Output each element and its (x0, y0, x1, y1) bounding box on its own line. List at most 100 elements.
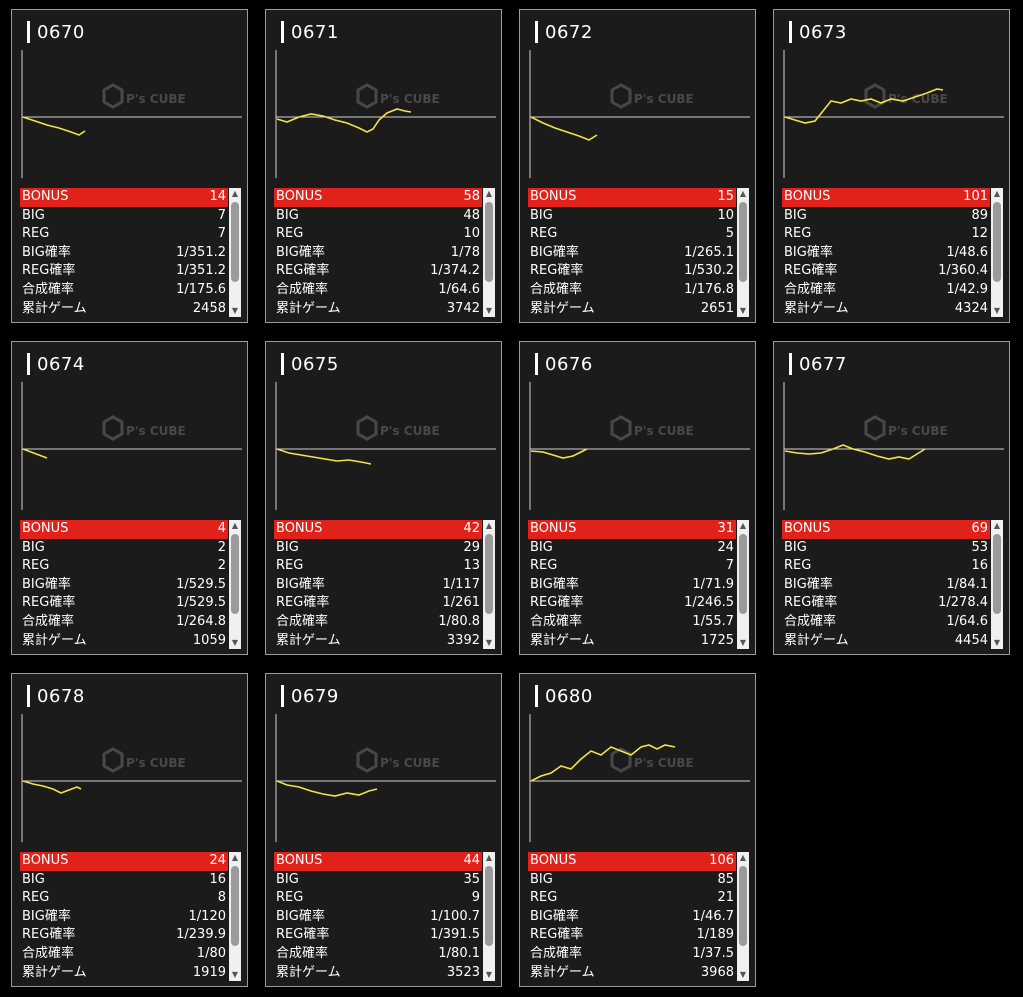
machine-card[interactable]: 0678 P's CUBE BONUS 24 BIG 16 REG 8 BIG確率 1/120 RE… (11, 673, 248, 987)
machine-card[interactable]: 0671 P's CUBE BONUS 58 BIG 48 REG 10 BIG確率 1/78 RE… (265, 9, 502, 323)
scroll-up-icon[interactable]: ▲ (231, 853, 239, 862)
stat-label: BIG (276, 207, 299, 223)
stat-label: BIG (784, 207, 807, 223)
stat-value: 4454 (954, 632, 988, 648)
machine-card[interactable]: 0673 P's CUBE BONUS 101 BIG 89 REG 12 BIG確率 1/48.… (773, 9, 1010, 323)
scroll-up-icon[interactable]: ▲ (231, 521, 239, 530)
scroll-down-icon[interactable]: ▼ (231, 638, 239, 647)
machine-card[interactable]: 0677 P's CUBE BONUS 69 BIG 53 REG 16 BIG確率 1/84.1… (773, 341, 1010, 655)
title-marker (535, 21, 538, 43)
stats-row-total-games: 累計ゲーム 4324 (782, 300, 990, 319)
stat-value: 1/351.2 (176, 244, 226, 260)
scroll-up-icon[interactable]: ▲ (993, 521, 1001, 530)
scroll-up-icon[interactable]: ▲ (485, 521, 493, 530)
stat-value: 1/265.1 (684, 244, 734, 260)
machine-number: 0680 (545, 685, 593, 707)
machine-card[interactable]: 0676 P's CUBE BONUS 31 BIG 24 REG 7 BIG確率 1/71.9 R… (519, 341, 756, 655)
stat-label: 累計ゲーム (22, 300, 87, 316)
slump-graph: P's CUBE (21, 382, 242, 510)
machine-card[interactable]: 0680 P's CUBE BONUS 106 BIG 85 REG 21 BIG確率 1/46.… (519, 673, 756, 987)
machine-card[interactable]: 0672 P's CUBE BONUS 15 BIG 10 REG 5 BIG確率 1/265.1… (519, 9, 756, 323)
machine-number: 0672 (545, 21, 593, 43)
stat-label: 合成確率 (276, 945, 329, 961)
scroll-thumb[interactable] (485, 866, 493, 946)
stat-label: BIG確率 (530, 576, 579, 592)
stats-scrollbar[interactable]: ▲ ▼ (737, 520, 749, 649)
svg-text:P's CUBE: P's CUBE (634, 756, 694, 770)
stat-label: BIG (530, 539, 553, 555)
scroll-thumb[interactable] (231, 202, 239, 282)
stats-scrollbar[interactable]: ▲ ▼ (229, 188, 241, 317)
scroll-down-icon[interactable]: ▼ (485, 970, 493, 979)
stats-row-total-games: 累計ゲーム 1725 (528, 632, 736, 651)
scroll-down-icon[interactable]: ▼ (231, 306, 239, 315)
svg-text:P's CUBE: P's CUBE (888, 424, 948, 438)
stats-scrollbar[interactable]: ▲ ▼ (991, 188, 1003, 317)
stat-label: 累計ゲーム (784, 632, 849, 648)
machine-title: 0670 (27, 20, 85, 44)
stat-label: 累計ゲーム (784, 300, 849, 316)
svg-text:P's CUBE: P's CUBE (126, 424, 186, 438)
scroll-thumb[interactable] (739, 534, 747, 614)
machine-card[interactable]: 0674 P's CUBE BONUS 4 BIG 2 REG 2 BIG確率 1/529.5 RE… (11, 341, 248, 655)
scroll-up-icon[interactable]: ▲ (739, 189, 747, 198)
scroll-up-icon[interactable]: ▲ (485, 853, 493, 862)
stats-scrollbar[interactable]: ▲ ▼ (991, 520, 1003, 649)
stat-value: 5 (725, 226, 734, 242)
scroll-thumb[interactable] (993, 534, 1001, 614)
scroll-up-icon[interactable]: ▲ (739, 521, 747, 530)
scroll-up-icon[interactable]: ▲ (485, 189, 493, 198)
scroll-up-icon[interactable]: ▲ (993, 189, 1001, 198)
stat-label: 合成確率 (22, 945, 75, 961)
scroll-up-icon[interactable]: ▲ (231, 189, 239, 198)
stats-row-reg: REG 5 (528, 225, 736, 244)
scroll-down-icon[interactable]: ▼ (739, 970, 747, 979)
stats-scrollbar[interactable]: ▲ ▼ (483, 188, 495, 317)
svg-text:P's CUBE: P's CUBE (634, 424, 694, 438)
scroll-down-icon[interactable]: ▼ (739, 306, 747, 315)
stats-scrollbar[interactable]: ▲ ▼ (737, 852, 749, 981)
scroll-down-icon[interactable]: ▼ (231, 970, 239, 979)
stats-row-total-games: 累計ゲーム 2458 (20, 300, 228, 319)
pscube-logo: P's CUBE (610, 415, 694, 441)
machine-card[interactable]: 0670 P's CUBE BONUS 14 BIG 7 REG 7 BIG確率 1/351.2 R… (11, 9, 248, 323)
stats-scrollbar[interactable]: ▲ ▼ (483, 852, 495, 981)
stat-label: REG確率 (784, 595, 838, 611)
scroll-thumb[interactable] (231, 534, 239, 614)
stats-row-big-rate: BIG確率 1/46.7 (528, 908, 736, 927)
stats-scrollbar[interactable]: ▲ ▼ (229, 520, 241, 649)
scroll-up-icon[interactable]: ▲ (739, 853, 747, 862)
stats-row-reg: REG 16 (782, 557, 990, 576)
scroll-thumb[interactable] (485, 534, 493, 614)
stat-label: BIG確率 (276, 908, 325, 924)
scroll-down-icon[interactable]: ▼ (485, 306, 493, 315)
stat-label: 合成確率 (530, 281, 583, 297)
scroll-thumb[interactable] (739, 202, 747, 282)
stats-scrollbar[interactable]: ▲ ▼ (229, 852, 241, 981)
scroll-down-icon[interactable]: ▼ (739, 638, 747, 647)
scroll-thumb[interactable] (231, 866, 239, 946)
pscube-logo: P's CUBE (356, 747, 440, 773)
stats-row-reg-rate: REG確率 1/351.2 (20, 262, 228, 281)
stats-row-reg-rate: REG確率 1/374.2 (274, 262, 482, 281)
machine-card[interactable]: 0679 P's CUBE BONUS 44 BIG 35 REG 9 BIG確率 1/100.7… (265, 673, 502, 987)
machine-card[interactable]: 0675 P's CUBE BONUS 42 BIG 29 REG 13 BIG確率 1/117 R… (265, 341, 502, 655)
stat-label: BIG確率 (276, 576, 325, 592)
machine-title: 0674 (27, 352, 85, 376)
scroll-thumb[interactable] (485, 202, 493, 282)
scroll-down-icon[interactable]: ▼ (993, 638, 1001, 647)
stats-row-big-rate: BIG確率 1/84.1 (782, 576, 990, 595)
slump-line (22, 780, 82, 794)
stat-value: 14 (209, 189, 226, 204)
stats-row-total-games: 累計ゲーム 3523 (274, 964, 482, 983)
machine-number: 0670 (37, 21, 85, 43)
scroll-thumb[interactable] (739, 866, 747, 946)
stat-label: BIG確率 (530, 908, 579, 924)
stat-label: REG確率 (22, 263, 76, 279)
stat-label: 合成確率 (530, 613, 583, 629)
scroll-thumb[interactable] (993, 202, 1001, 282)
scroll-down-icon[interactable]: ▼ (993, 306, 1001, 315)
scroll-down-icon[interactable]: ▼ (485, 638, 493, 647)
stats-scrollbar[interactable]: ▲ ▼ (483, 520, 495, 649)
stats-scrollbar[interactable]: ▲ ▼ (737, 188, 749, 317)
